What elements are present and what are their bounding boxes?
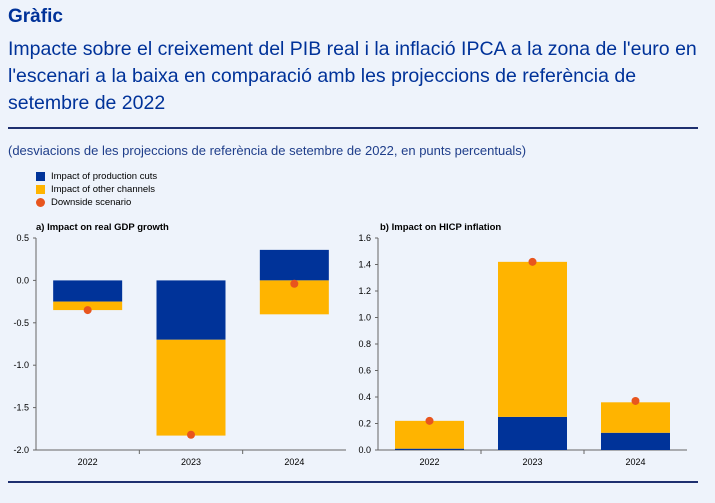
y-tick-label-hicp-0: 0.0 [358,445,371,455]
legend-swatch-other [36,185,45,194]
y-tick-label-hicp-3: 0.6 [358,366,371,376]
legend-item-other: Impact of other channels [36,183,157,196]
legend-swatch-production [36,172,45,181]
x-tick-label-gdp-2024: 2024 [284,457,304,467]
chart-kicker: Gràfic [8,6,63,27]
y-tick-label-gdp-0: 0.5 [16,233,29,243]
legend-item-scenario: Downside scenario [36,196,157,209]
panel-title-gdp: a) Impact on real GDP growth [36,222,169,233]
y-tick-label-gdp-1: 0.0 [16,275,29,285]
y-tick-label-gdp-2: -0.5 [13,318,29,328]
bar-gdp-other-2022 [53,301,123,311]
bar-hicp-other-2022 [395,420,464,449]
legend: Impact of production cuts Impact of othe… [36,170,157,209]
bar-hicp-production-2023 [498,416,567,450]
top-divider [8,127,698,129]
x-tick-label-hicp-2024: 2024 [625,457,645,467]
bar-gdp-production-2024 [259,249,329,281]
scenario-dot-gdp-2022 [83,306,92,315]
scenario-dot-hicp-2022 [425,416,434,425]
bar-hicp-other-2024 [601,402,670,433]
bottom-divider [8,481,698,483]
bar-gdp-production-2023 [156,280,226,340]
x-tick-label-hicp-2023: 2023 [522,457,542,467]
y-tick-label-hicp-2: 0.4 [358,392,371,402]
scenario-dot-hicp-2023 [528,257,537,266]
bar-hicp-other-2023 [498,261,567,417]
scenario-dot-gdp-2024 [290,279,299,288]
y-tick-label-hicp-1: 0.2 [358,419,371,429]
scenario-dot-gdp-2023 [187,430,195,439]
y-tick-label-gdp-3: -1.0 [13,360,29,370]
y-tick-label-gdp-4: -1.5 [13,403,29,413]
legend-label-other: Impact of other channels [51,184,156,195]
y-tick-label-hicp-5: 1.0 [358,313,371,323]
x-tick-label-gdp-2023: 2023 [181,457,201,467]
y-tick-label-hicp-6: 1.2 [358,286,371,296]
bar-hicp-production-2022 [395,448,464,450]
panel-title-hicp: b) Impact on HICP inflation [380,222,501,233]
scenario-dot-hicp-2024 [631,396,640,405]
legend-item-production: Impact of production cuts [36,170,157,183]
bar-gdp-production-2022 [53,280,123,302]
chart-subtitle: (desviacions de les projeccions de refer… [8,143,527,158]
legend-label-production: Impact of production cuts [51,171,158,182]
y-tick-label-hicp-7: 1.4 [358,260,371,270]
legend-label-scenario: Downside scenario [51,197,132,208]
legend-marker-scenario [36,198,45,207]
bar-hicp-production-2024 [601,432,670,450]
bar-gdp-other-2023 [156,339,226,436]
x-tick-label-hicp-2022: 2022 [419,457,439,467]
chart-title: Impacte sobre el creixement del PIB real… [8,38,697,114]
y-tick-label-gdp-5: -2.0 [13,445,29,455]
y-tick-label-hicp-4: 0.8 [358,339,371,349]
y-tick-label-hicp-8: 1.6 [358,233,371,243]
x-tick-label-gdp-2022: 2022 [78,457,98,467]
